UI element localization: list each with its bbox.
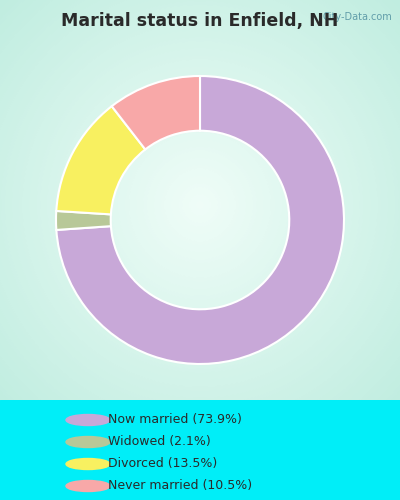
Circle shape — [108, 110, 292, 300]
Text: Never married (10.5%): Never married (10.5%) — [108, 480, 252, 492]
Circle shape — [122, 125, 278, 285]
Text: City-Data.com: City-Data.com — [322, 12, 392, 22]
Circle shape — [83, 85, 317, 325]
Circle shape — [172, 176, 228, 234]
Circle shape — [0, 0, 400, 416]
Circle shape — [66, 436, 110, 448]
Circle shape — [140, 143, 260, 267]
Circle shape — [186, 190, 214, 220]
Text: Marital status in Enfield, NH: Marital status in Enfield, NH — [61, 12, 339, 30]
Circle shape — [26, 26, 374, 384]
Circle shape — [37, 38, 363, 372]
Text: Divorced (13.5%): Divorced (13.5%) — [108, 458, 217, 470]
Circle shape — [5, 5, 395, 405]
Circle shape — [8, 8, 392, 402]
Circle shape — [54, 56, 346, 354]
Circle shape — [69, 70, 331, 340]
Circle shape — [86, 88, 314, 322]
Circle shape — [179, 183, 221, 227]
Wedge shape — [56, 76, 344, 364]
Circle shape — [0, 0, 400, 470]
Circle shape — [22, 23, 378, 387]
Circle shape — [66, 480, 110, 492]
Circle shape — [189, 194, 211, 216]
Circle shape — [104, 107, 296, 303]
Circle shape — [12, 12, 388, 398]
Circle shape — [72, 74, 328, 336]
Text: Widowed (2.1%): Widowed (2.1%) — [108, 436, 211, 448]
Wedge shape — [56, 106, 145, 214]
Circle shape — [40, 42, 360, 368]
Circle shape — [126, 128, 274, 282]
Circle shape — [58, 60, 342, 350]
Circle shape — [0, 0, 400, 485]
Circle shape — [101, 103, 299, 307]
Circle shape — [143, 147, 257, 263]
Circle shape — [0, 0, 400, 467]
Circle shape — [76, 78, 324, 332]
Circle shape — [66, 458, 110, 469]
Circle shape — [0, 0, 400, 442]
Circle shape — [97, 100, 303, 310]
Circle shape — [0, 0, 400, 478]
Wedge shape — [56, 211, 111, 230]
Circle shape — [0, 0, 400, 460]
Circle shape — [0, 0, 400, 464]
Circle shape — [0, 0, 400, 456]
Text: Now married (73.9%): Now married (73.9%) — [108, 414, 242, 426]
Circle shape — [158, 162, 242, 248]
Circle shape — [136, 140, 264, 270]
Circle shape — [0, 0, 400, 430]
Circle shape — [0, 0, 400, 482]
Circle shape — [0, 0, 400, 412]
Circle shape — [0, 0, 400, 452]
Circle shape — [0, 0, 400, 489]
Circle shape — [33, 34, 367, 376]
Circle shape — [0, 0, 400, 438]
Circle shape — [16, 16, 385, 394]
Circle shape — [47, 48, 353, 362]
Circle shape — [65, 66, 335, 344]
Circle shape — [1, 1, 399, 409]
Circle shape — [118, 122, 282, 288]
Circle shape — [164, 168, 236, 242]
Circle shape — [0, 0, 400, 474]
Circle shape — [175, 180, 225, 230]
Circle shape — [161, 165, 239, 245]
Circle shape — [150, 154, 250, 256]
Circle shape — [0, 0, 400, 420]
Circle shape — [79, 82, 321, 328]
Circle shape — [115, 118, 285, 292]
Circle shape — [111, 114, 289, 296]
Circle shape — [90, 92, 310, 318]
Circle shape — [0, 0, 400, 434]
Circle shape — [154, 158, 246, 252]
Circle shape — [51, 52, 349, 358]
Wedge shape — [112, 76, 200, 150]
Circle shape — [66, 414, 110, 426]
Circle shape — [94, 96, 306, 314]
Circle shape — [168, 172, 232, 238]
Circle shape — [196, 202, 204, 208]
Circle shape — [129, 132, 271, 278]
Circle shape — [182, 187, 218, 223]
Circle shape — [30, 30, 370, 380]
Circle shape — [62, 63, 338, 347]
Circle shape — [0, 0, 400, 427]
Circle shape — [19, 20, 381, 390]
Circle shape — [147, 150, 253, 260]
Circle shape — [0, 0, 400, 445]
Circle shape — [193, 198, 207, 212]
Circle shape — [132, 136, 268, 274]
Circle shape — [0, 0, 400, 424]
Circle shape — [44, 45, 356, 365]
Circle shape — [0, 0, 400, 449]
